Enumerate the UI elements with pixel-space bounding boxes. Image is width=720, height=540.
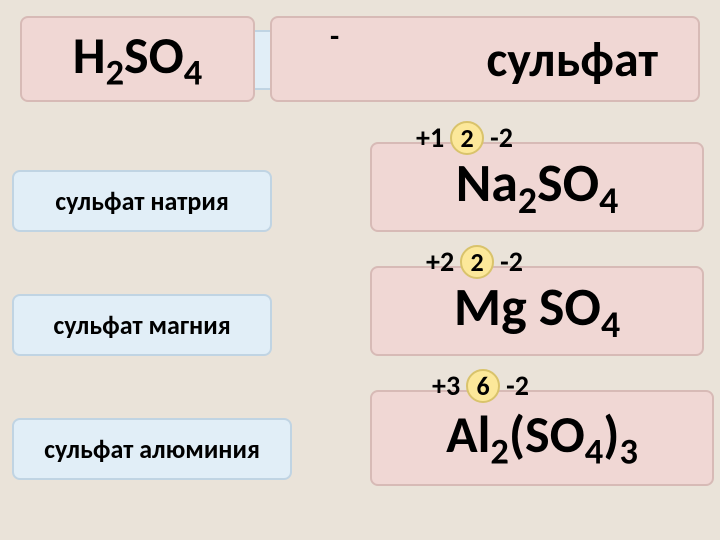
charge-badge-1: 2 [460,245,494,279]
salt-formula-box-1: Mg SO4 [370,266,704,356]
charge-right-2: -2 [506,368,529,403]
charge-right-0: -2 [490,120,513,155]
salt-formula-1: Mg SO4 [454,274,620,348]
minus-sign: - [330,18,339,55]
acid-formula-box: H2SO4 [20,16,255,102]
charge-row-1: +22-2 [426,244,523,279]
salt-formula-0: Na2SO4 [456,150,619,224]
salt-label-2: сульфат алюминия [44,433,260,465]
acid-formula: H2SO4 [73,23,202,94]
salt-label-box-0: сульфат натрия [12,170,272,232]
salt-label-1: сульфат магния [53,309,230,341]
charge-badge-2: 6 [466,369,500,403]
charge-left-2: +3 [432,368,460,403]
charge-right-1: -2 [500,244,523,279]
sulfat-title-text: сульфат [486,29,658,90]
charge-left-1: +2 [426,244,454,279]
charge-row-2: +36-2 [432,368,529,403]
charge-badge-0: 2 [450,121,484,155]
salt-label-0: сульфат натрия [55,185,229,217]
salt-label-box-1: сульфат магния [12,294,272,356]
salt-label-box-2: сульфат алюминия [12,418,292,480]
charge-left-0: +1 [416,120,444,155]
salt-formula-box-0: Na2SO4 [370,142,704,232]
salt-formula-2: Al2(SO4)3 [446,402,638,473]
charge-row-0: +12-2 [416,120,513,155]
chemistry-slide: ьтсульфатH2SO4-сульфат натрияNa2SO4+12-2… [0,0,720,540]
salt-formula-box-2: Al2(SO4)3 [370,390,714,486]
